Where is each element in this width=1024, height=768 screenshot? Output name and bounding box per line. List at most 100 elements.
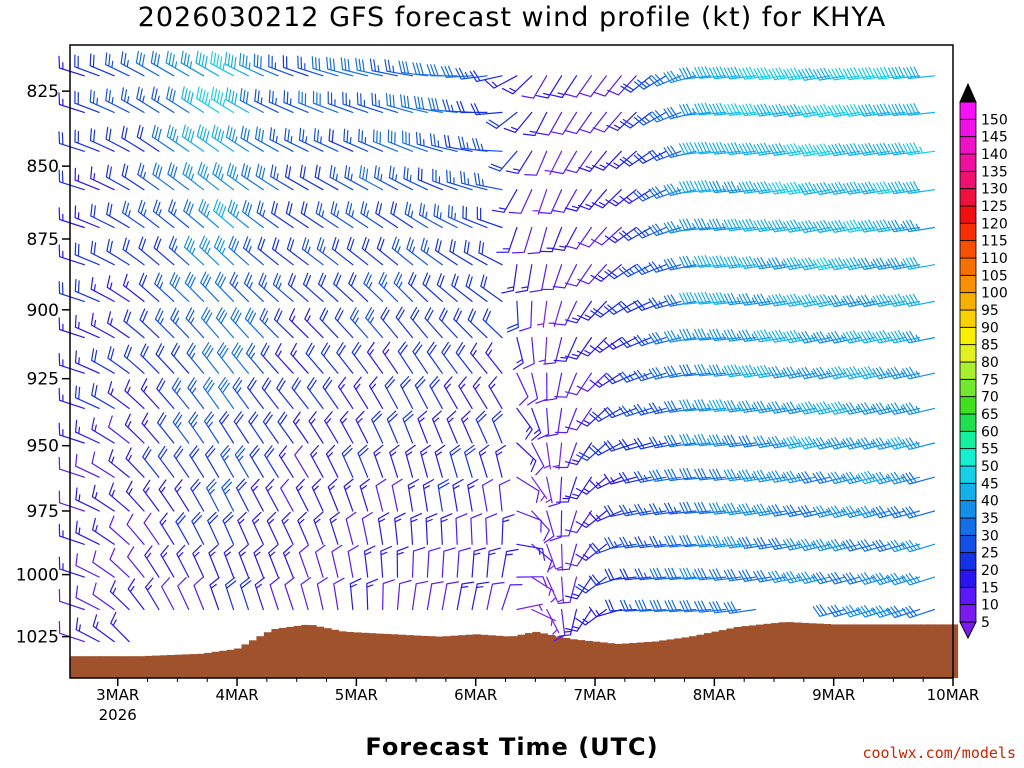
wind-barb bbox=[532, 189, 548, 215]
wind-barb bbox=[902, 366, 936, 380]
wind-barb bbox=[694, 328, 727, 341]
wind-barb bbox=[144, 545, 160, 578]
wind-barb bbox=[527, 226, 548, 255]
terrain-bar bbox=[644, 642, 653, 678]
wind-barb bbox=[441, 341, 458, 374]
wind-barb bbox=[297, 55, 324, 77]
wind-barb bbox=[531, 442, 545, 476]
wind-barb bbox=[310, 445, 324, 478]
wind-barb bbox=[400, 94, 428, 113]
wind-barb bbox=[168, 199, 190, 229]
wind-barb bbox=[902, 539, 936, 553]
wind-barb bbox=[576, 372, 607, 392]
wind-barb bbox=[649, 599, 682, 613]
wind-barb bbox=[768, 181, 801, 195]
terrain-bar bbox=[360, 632, 369, 678]
terrain-bar bbox=[465, 634, 474, 678]
wind-barb bbox=[901, 605, 936, 619]
wind-barb bbox=[412, 341, 428, 374]
wind-barb bbox=[709, 66, 742, 80]
wind-barb bbox=[753, 329, 786, 343]
wind-barb bbox=[319, 307, 339, 339]
wind-barb bbox=[89, 128, 115, 152]
wind-barb bbox=[591, 189, 622, 209]
wind-barb bbox=[529, 264, 548, 293]
wind-barb bbox=[440, 513, 453, 545]
terrain-bar bbox=[263, 632, 272, 678]
wind-barb bbox=[90, 203, 115, 229]
wind-barb bbox=[486, 581, 505, 611]
wind-barb bbox=[723, 468, 757, 482]
terrain-bar bbox=[584, 640, 593, 678]
terrain-bar bbox=[636, 642, 645, 678]
wind-barb bbox=[316, 577, 328, 611]
wind-barb bbox=[109, 580, 130, 611]
terrain-bar bbox=[472, 634, 481, 678]
wind-barb bbox=[709, 255, 742, 269]
wind-barb bbox=[58, 317, 85, 339]
wind-barbs bbox=[58, 50, 936, 643]
wind-barb bbox=[108, 415, 130, 444]
wind-barb bbox=[137, 162, 160, 191]
wind-barb bbox=[738, 364, 771, 378]
terrain-bar bbox=[666, 639, 675, 678]
wind-barb bbox=[207, 511, 220, 545]
wind-barb bbox=[92, 517, 115, 545]
wind-barb bbox=[649, 567, 682, 581]
terrain-bar bbox=[756, 624, 765, 678]
credit-link[interactable]: coolwx.com/models bbox=[862, 744, 1016, 762]
wind-barb bbox=[902, 330, 936, 344]
wind-barb bbox=[812, 143, 846, 157]
wind-barb bbox=[478, 240, 503, 266]
wind-barb bbox=[577, 226, 607, 248]
colorbar-label: 60 bbox=[981, 424, 999, 440]
wind-barb bbox=[708, 568, 742, 581]
chart-title: 2026030212 GFS forecast wind profile (kt… bbox=[137, 2, 887, 33]
wind-barb bbox=[531, 543, 553, 573]
wind-barb bbox=[58, 490, 85, 512]
colorbar-label: 95 bbox=[981, 303, 999, 319]
wind-barb bbox=[254, 126, 279, 152]
wind-barb bbox=[605, 189, 637, 207]
wind-barb bbox=[363, 545, 376, 578]
wind-barb bbox=[664, 502, 697, 515]
wind-barb bbox=[391, 236, 414, 266]
wind-barb bbox=[242, 236, 264, 266]
wind-barb bbox=[331, 237, 354, 266]
wind-barb bbox=[768, 219, 801, 233]
terrain-bar bbox=[480, 634, 489, 678]
wind-barb bbox=[564, 337, 592, 360]
wind-barb bbox=[588, 574, 622, 586]
terrain-bar bbox=[442, 636, 451, 678]
wind-barb bbox=[857, 257, 891, 271]
terrain-bar bbox=[435, 636, 444, 678]
wind-barb bbox=[329, 164, 354, 191]
terrain-bar bbox=[823, 624, 832, 678]
wind-barb bbox=[694, 180, 727, 193]
plot-frame bbox=[69, 44, 954, 679]
wind-barb bbox=[531, 608, 556, 626]
y-tick-label: 850 bbox=[27, 157, 59, 177]
wind-barb bbox=[355, 57, 384, 77]
wind-barb bbox=[679, 292, 712, 305]
wind-barb bbox=[842, 257, 876, 271]
wind-barb bbox=[648, 297, 682, 309]
colorbar-label: 65 bbox=[981, 407, 999, 423]
y-tick-label: 925 bbox=[27, 370, 59, 390]
wind-barb bbox=[177, 577, 190, 611]
wind-barb bbox=[649, 503, 682, 516]
wind-barb bbox=[723, 218, 757, 232]
terrain-bar bbox=[607, 643, 616, 678]
wind-barb bbox=[199, 235, 220, 266]
wind-barb bbox=[486, 547, 501, 578]
colorbar-label: 85 bbox=[981, 338, 999, 354]
colorbar-swatch bbox=[959, 552, 977, 571]
wind-barb bbox=[58, 621, 85, 643]
wind-barb bbox=[588, 510, 622, 522]
terrain-bar bbox=[674, 638, 683, 678]
terrain-bar bbox=[189, 654, 198, 678]
wind-barb bbox=[798, 67, 831, 81]
wind-barb bbox=[679, 467, 712, 481]
wind-barb bbox=[239, 52, 264, 77]
wind-barb bbox=[333, 272, 354, 302]
